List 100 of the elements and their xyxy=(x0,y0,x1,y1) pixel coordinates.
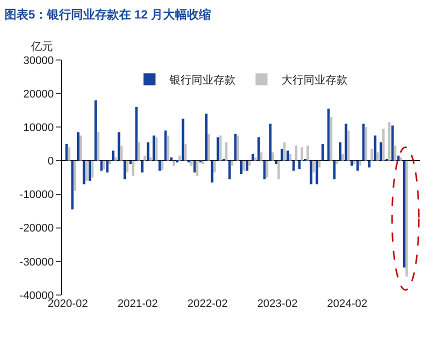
bar xyxy=(129,160,132,164)
bar xyxy=(160,160,164,170)
bar xyxy=(126,160,129,172)
bar xyxy=(330,117,332,161)
bar xyxy=(108,160,112,164)
bar xyxy=(190,160,193,166)
bar xyxy=(68,147,70,161)
bar xyxy=(138,142,140,161)
bar xyxy=(283,142,286,161)
bar xyxy=(172,160,176,166)
y-tick-label: 30000 xyxy=(23,54,54,67)
bar xyxy=(316,160,318,184)
bar xyxy=(155,137,158,161)
bar xyxy=(368,160,371,168)
bar xyxy=(210,160,214,183)
bar xyxy=(88,160,92,181)
bar xyxy=(286,150,290,161)
bar xyxy=(74,160,76,191)
x-tick-label: 2024-02 xyxy=(327,298,368,310)
bar xyxy=(388,122,390,161)
bar xyxy=(146,142,150,161)
bar xyxy=(327,108,330,161)
bar xyxy=(152,136,156,161)
bar xyxy=(196,160,198,176)
bar xyxy=(341,154,344,161)
bar xyxy=(400,157,402,161)
chart-title: 图表5：银行同业存款在 12 月大幅收缩 xyxy=(4,8,212,22)
bar xyxy=(82,160,86,184)
bar xyxy=(96,132,100,161)
bar xyxy=(240,160,242,174)
bar xyxy=(141,160,144,172)
bar xyxy=(170,157,173,161)
bar xyxy=(318,160,321,168)
bar xyxy=(120,146,123,161)
bar xyxy=(300,147,304,161)
bar xyxy=(76,132,80,161)
bar xyxy=(362,124,365,161)
bar xyxy=(71,160,74,210)
bar xyxy=(213,160,216,172)
bar xyxy=(356,160,359,171)
bar xyxy=(242,160,245,171)
bar xyxy=(184,144,187,161)
bar xyxy=(312,160,315,172)
bar xyxy=(280,148,284,161)
bar xyxy=(135,107,138,161)
bar xyxy=(132,160,134,176)
bar xyxy=(164,130,167,161)
bar xyxy=(321,144,324,161)
y-axis-title: 亿元 xyxy=(30,41,53,53)
bar xyxy=(272,152,274,161)
bar xyxy=(350,160,354,166)
bar xyxy=(85,160,88,181)
bar xyxy=(205,114,208,161)
bar xyxy=(246,160,248,171)
bar xyxy=(236,136,240,161)
y-tick-label: 20000 xyxy=(23,88,54,100)
bar xyxy=(298,160,301,170)
bar xyxy=(269,124,272,161)
bar xyxy=(274,160,278,164)
bar xyxy=(118,132,120,161)
bar xyxy=(277,160,280,180)
bar xyxy=(266,160,268,178)
bar xyxy=(292,160,295,171)
y-tick-label: 0 xyxy=(48,156,54,168)
bar xyxy=(79,136,82,161)
bar xyxy=(376,152,379,161)
bar xyxy=(353,160,356,164)
bar xyxy=(219,136,222,161)
bar xyxy=(333,160,336,180)
bar xyxy=(402,160,406,268)
bar xyxy=(364,127,368,161)
legend-label: 银行同业存款 xyxy=(168,73,236,86)
bar xyxy=(294,146,298,161)
bar xyxy=(94,100,97,161)
bar xyxy=(65,144,68,161)
y-tick-label: -10000 xyxy=(20,189,54,202)
x-tick-label: 2020-02 xyxy=(48,298,88,310)
bar xyxy=(358,160,362,166)
y-tick-label: 10000 xyxy=(23,122,54,134)
bar xyxy=(257,137,260,161)
bar xyxy=(228,160,231,180)
bar xyxy=(91,160,94,178)
bar xyxy=(347,130,350,161)
bar xyxy=(310,160,312,184)
bar xyxy=(224,142,228,161)
bar xyxy=(106,160,109,172)
bar xyxy=(374,136,376,161)
bar xyxy=(149,157,152,161)
bar xyxy=(216,137,220,161)
bar xyxy=(394,146,396,161)
bar xyxy=(112,150,114,161)
x-tick-label: 2023-02 xyxy=(257,298,298,310)
bar xyxy=(405,160,408,277)
bar xyxy=(391,125,394,161)
bar xyxy=(248,160,251,166)
bar xyxy=(202,160,204,164)
x-tick-label: 2021-02 xyxy=(117,298,158,310)
bar xyxy=(144,156,146,161)
bar xyxy=(100,160,103,171)
bar xyxy=(234,134,237,161)
